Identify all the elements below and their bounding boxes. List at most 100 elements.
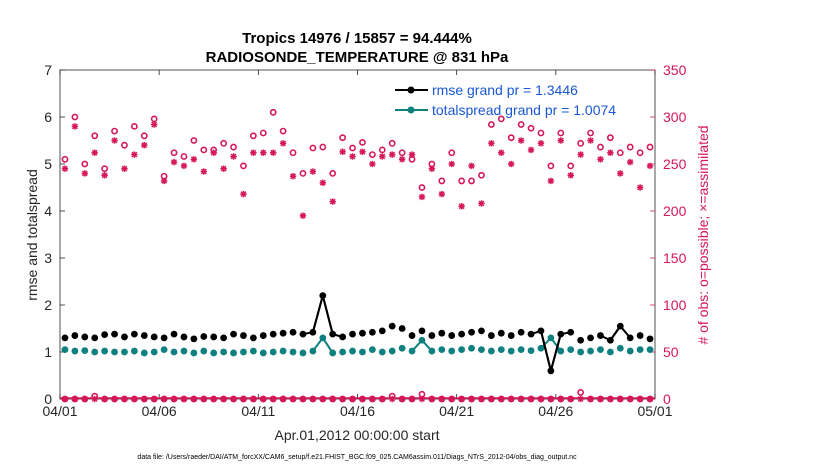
assimilated-obs-zero-marker (607, 395, 614, 403)
assimilated-obs-marker (250, 149, 257, 156)
assimilated-obs-zero-marker (160, 395, 168, 403)
totalspread-point (279, 347, 287, 355)
assimilated-obs-marker (369, 160, 376, 168)
assimilated-obs-marker (438, 190, 445, 198)
rmse-point (378, 327, 386, 335)
assimilated-obs-marker (200, 168, 207, 175)
assimilated-obs-zero-marker (458, 395, 465, 403)
possible-obs-marker (349, 144, 356, 152)
possible-obs-marker (359, 138, 366, 146)
totalspread-point (537, 344, 545, 352)
totalspread-point (398, 344, 406, 352)
x-tick-label: 04/21 (439, 403, 474, 419)
assimilated-obs-marker (359, 148, 366, 155)
possible-obs-marker (111, 127, 118, 135)
rmse-point (468, 328, 475, 336)
assimilated-obs-marker (220, 165, 227, 172)
assimilated-obs-marker (646, 162, 654, 170)
assimilated-obs-marker (319, 179, 326, 186)
totalspread-point (269, 348, 277, 356)
totalspread-point (418, 336, 426, 344)
series-layer (60, 108, 655, 403)
rmse-point (388, 322, 396, 330)
assimilated-obs-marker (230, 153, 237, 160)
assimilated-obs-marker (636, 184, 644, 191)
y-left-tick-label: 7 (44, 62, 52, 78)
assimilated-obs-zero-marker (587, 395, 594, 403)
totalspread-point (101, 347, 109, 355)
possible-obs-marker (448, 149, 456, 157)
assimilated-obs-marker (190, 156, 198, 163)
assimilated-obs-zero-marker (577, 395, 584, 403)
y-axis-right-label: # of obs: o=possible; ×=assimilated (695, 125, 711, 344)
rmse-point (160, 334, 168, 342)
totalspread-point (448, 347, 456, 355)
possible-obs-marker (468, 177, 475, 185)
assimilated-obs-zero-marker (627, 395, 634, 403)
possible-obs-marker (319, 143, 327, 151)
totalspread-point (81, 347, 89, 354)
totalspread-point (606, 348, 614, 356)
assimilated-obs-marker (81, 170, 88, 177)
rmse-point (398, 325, 406, 332)
assimilated-obs-marker (160, 177, 168, 185)
assimilated-obs-marker (448, 160, 455, 168)
possible-obs-marker (101, 165, 109, 173)
rmse-point (329, 330, 337, 338)
assimilated-obs-zero-marker (389, 395, 396, 403)
totalspread-point (240, 348, 247, 356)
possible-obs-marker (368, 151, 376, 158)
x-axis-label: Apr.01,2012 00:00:00 start (274, 427, 439, 443)
assimilated-obs-zero-marker (61, 395, 69, 403)
assimilated-obs-zero-marker (151, 395, 158, 403)
possible-obs-marker (537, 129, 545, 137)
possible-obs-marker (220, 139, 228, 147)
assimilated-obs-zero-marker (646, 395, 654, 403)
assimilated-obs-marker (547, 177, 555, 185)
assimilated-obs-marker (627, 158, 634, 166)
assimilated-obs-zero-marker (131, 395, 138, 403)
assimilated-obs-zero-marker (547, 395, 555, 403)
legend-spread-label: totalspread grand pr = 1.0074 (432, 102, 616, 118)
totalspread-point (646, 346, 654, 354)
assimilated-obs-zero-marker (517, 395, 525, 403)
possible-obs-marker (339, 134, 347, 142)
possible-obs-marker (259, 129, 267, 137)
totalspread-point (636, 346, 644, 354)
y-axis-right: 0 50 100 150 200 250 300 350 (650, 62, 687, 407)
assimilated-obs-zero-marker (438, 395, 445, 403)
assimilated-obs-zero-marker (141, 395, 148, 403)
assimilated-obs-zero-marker (418, 395, 426, 403)
totalspread-point (180, 347, 188, 355)
assimilated-obs-zero-marker (71, 395, 79, 403)
totalspread-point (230, 349, 237, 357)
assimilated-obs-marker (111, 137, 118, 144)
totalspread-point (487, 347, 495, 355)
possible-obs-marker (587, 129, 594, 137)
rmse-point (101, 331, 109, 339)
assimilated-obs-marker (478, 200, 485, 207)
assimilated-obs-zero-marker (498, 395, 505, 403)
rmse-point (121, 333, 128, 341)
rmse-point (111, 330, 118, 338)
y-axis-left-label: rmse and totalspread (24, 169, 40, 301)
rmse-point (606, 336, 614, 344)
assimilated-obs-marker (299, 212, 307, 219)
possible-obs-marker (140, 132, 148, 140)
totalspread-point (626, 347, 634, 355)
assimilated-obs-marker (91, 149, 98, 156)
assimilated-obs-marker (389, 151, 396, 158)
possible-obs-marker (497, 115, 505, 123)
possible-obs-marker (458, 177, 466, 185)
possible-obs-marker (71, 113, 79, 121)
rmse-point (517, 328, 525, 336)
legend-rmse-label: rmse grand pr = 1.3446 (432, 82, 578, 98)
totalspread-point (587, 347, 594, 355)
x-tick-label: 05/01 (637, 403, 672, 419)
assimilated-obs-zero-marker (408, 395, 416, 403)
rmse-point (626, 334, 634, 342)
chart-title-line2: RADIOSONDE_TEMPERATURE @ 831 hPa (206, 49, 509, 66)
totalspread-point (220, 348, 228, 356)
assimilated-obs-marker (71, 123, 79, 130)
possible-obs-marker (81, 160, 89, 168)
